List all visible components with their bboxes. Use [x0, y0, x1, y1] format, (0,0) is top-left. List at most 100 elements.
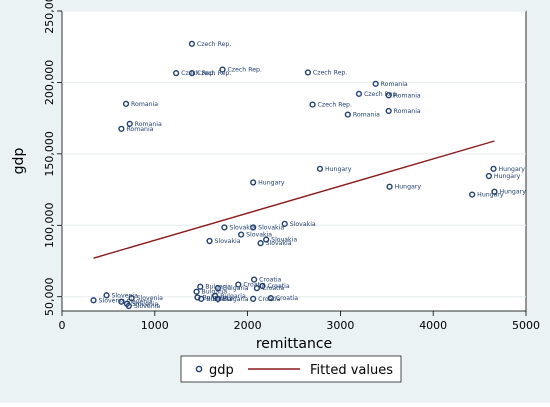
legend-label-gdp: gdp — [209, 363, 234, 378]
point-16 — [386, 183, 393, 190]
point-30 — [259, 282, 266, 290]
point-10 — [344, 111, 351, 118]
point-label-31: Croatia — [262, 285, 284, 292]
point-label-34: Bulgaria — [205, 284, 231, 291]
point-label-1: Czech Rep. — [181, 70, 215, 77]
x-tick-label-1: 1000 — [141, 319, 169, 332]
x-axis: 0 1000 2000 3000 4000 5000 — [59, 311, 540, 332]
legend-marker-gdp — [195, 365, 203, 373]
point-label-40: Bulgaria — [206, 296, 232, 303]
point-12 — [126, 120, 133, 127]
point-label-39: Bulgaria — [223, 296, 249, 303]
point-35 — [214, 285, 222, 292]
point-46 — [125, 302, 132, 310]
point-label-45: Slovenia — [132, 301, 159, 308]
point-label-41: Slovenia — [112, 292, 139, 299]
point-24 — [238, 231, 245, 238]
point-label-42: Slovenia — [137, 295, 164, 302]
x-tick-label-3: 3000 — [326, 319, 354, 332]
point-label-37: Bulgaria — [220, 293, 246, 300]
y-tick-label-2: 150,000 — [43, 131, 56, 177]
point-34 — [197, 283, 204, 290]
point-label-27: Slovakia — [266, 240, 292, 247]
point-1 — [173, 70, 180, 77]
point-2 — [188, 70, 196, 77]
point-36 — [193, 288, 200, 295]
point-label-5: Czech Rep. — [364, 91, 398, 98]
point-13 — [118, 125, 125, 132]
point-29 — [235, 281, 242, 288]
point-17 — [490, 165, 497, 172]
y-tick-label-0: 50,000 — [43, 277, 56, 316]
point-label-3: Czech Rep. — [228, 67, 262, 74]
point-6 — [309, 101, 316, 108]
point-42 — [128, 295, 135, 302]
point-21 — [281, 220, 288, 227]
point-label-23: Slovakia — [258, 224, 284, 231]
point-label-17: Hungary — [499, 166, 526, 173]
point-26 — [206, 237, 213, 245]
point-label-25: Slovakia — [271, 237, 297, 244]
point-19 — [491, 188, 498, 195]
y-tick-label-1: 100,000 — [43, 203, 56, 249]
point-label-43: Slovenia — [99, 297, 126, 304]
point-31 — [253, 285, 260, 292]
x-tick-label-2: 2000 — [234, 319, 262, 332]
point-3 — [219, 66, 226, 73]
point-label-14: Hungary — [325, 166, 352, 173]
point-label-9: Romania — [394, 108, 421, 115]
point-28 — [250, 276, 258, 283]
point-label-6: Czech Rep. — [318, 102, 352, 109]
point-44 — [118, 298, 125, 305]
fitted-line — [93, 140, 495, 259]
point-label-20: Hungary — [477, 192, 504, 199]
point-5 — [355, 90, 363, 97]
x-tick-label-4: 4000 — [419, 319, 447, 332]
point-label-0: Czech Rep. — [197, 41, 231, 48]
point-7 — [372, 80, 379, 87]
plot-area — [61, 10, 527, 312]
point-label-10: Romania — [353, 112, 380, 119]
point-label-35: Bulgaria — [223, 285, 249, 292]
y-tick-label-3: 200,000 — [43, 60, 56, 106]
legend-label-fitted: Fitted values — [310, 363, 393, 378]
point-27 — [257, 240, 264, 247]
point-32 — [267, 295, 274, 302]
point-20 — [469, 191, 476, 198]
point-label-12: Romania — [135, 121, 162, 128]
point-label-4: Czech Rep. — [313, 69, 347, 76]
x-axis-label: remittance — [256, 336, 332, 352]
point-label-7: Romania — [381, 81, 408, 88]
point-label-21: Slovakia — [290, 221, 316, 228]
point-8 — [385, 92, 392, 99]
point-label-18: Hungary — [494, 173, 521, 180]
point-4 — [304, 69, 312, 76]
point-9 — [385, 107, 392, 115]
legend: gdp Fitted values — [180, 355, 402, 383]
point-label-24: Slovakia — [246, 232, 272, 239]
point-22 — [221, 224, 228, 231]
point-39 — [214, 295, 222, 302]
point-label-46: Slovenia — [134, 303, 161, 310]
x-tick-label-5: 5000 — [512, 319, 540, 332]
point-0 — [188, 40, 196, 47]
point-40 — [198, 295, 205, 302]
point-label-15: Hungary — [258, 179, 285, 186]
points-group: Czech Rep. Czech Rep. Czech Rep. Czech Rep.… — [90, 40, 526, 310]
point-label-33: Croatia — [258, 296, 280, 303]
point-label-11: Romania — [131, 101, 158, 108]
point-label-19: Hungary — [499, 189, 526, 196]
point-label-30: Croatia — [267, 283, 289, 290]
fitted-line-group — [93, 140, 495, 259]
point-label-32: Croatia — [276, 295, 298, 302]
x-tick-label-0: 0 — [59, 319, 66, 332]
point-15 — [250, 179, 257, 186]
point-label-16: Hungary — [395, 184, 422, 191]
point-label-22: Slovakia — [229, 224, 255, 231]
point-25 — [263, 236, 270, 243]
point-41 — [103, 292, 110, 299]
point-label-8: Romania — [394, 92, 421, 99]
point-label-28: Croatia — [259, 277, 281, 284]
